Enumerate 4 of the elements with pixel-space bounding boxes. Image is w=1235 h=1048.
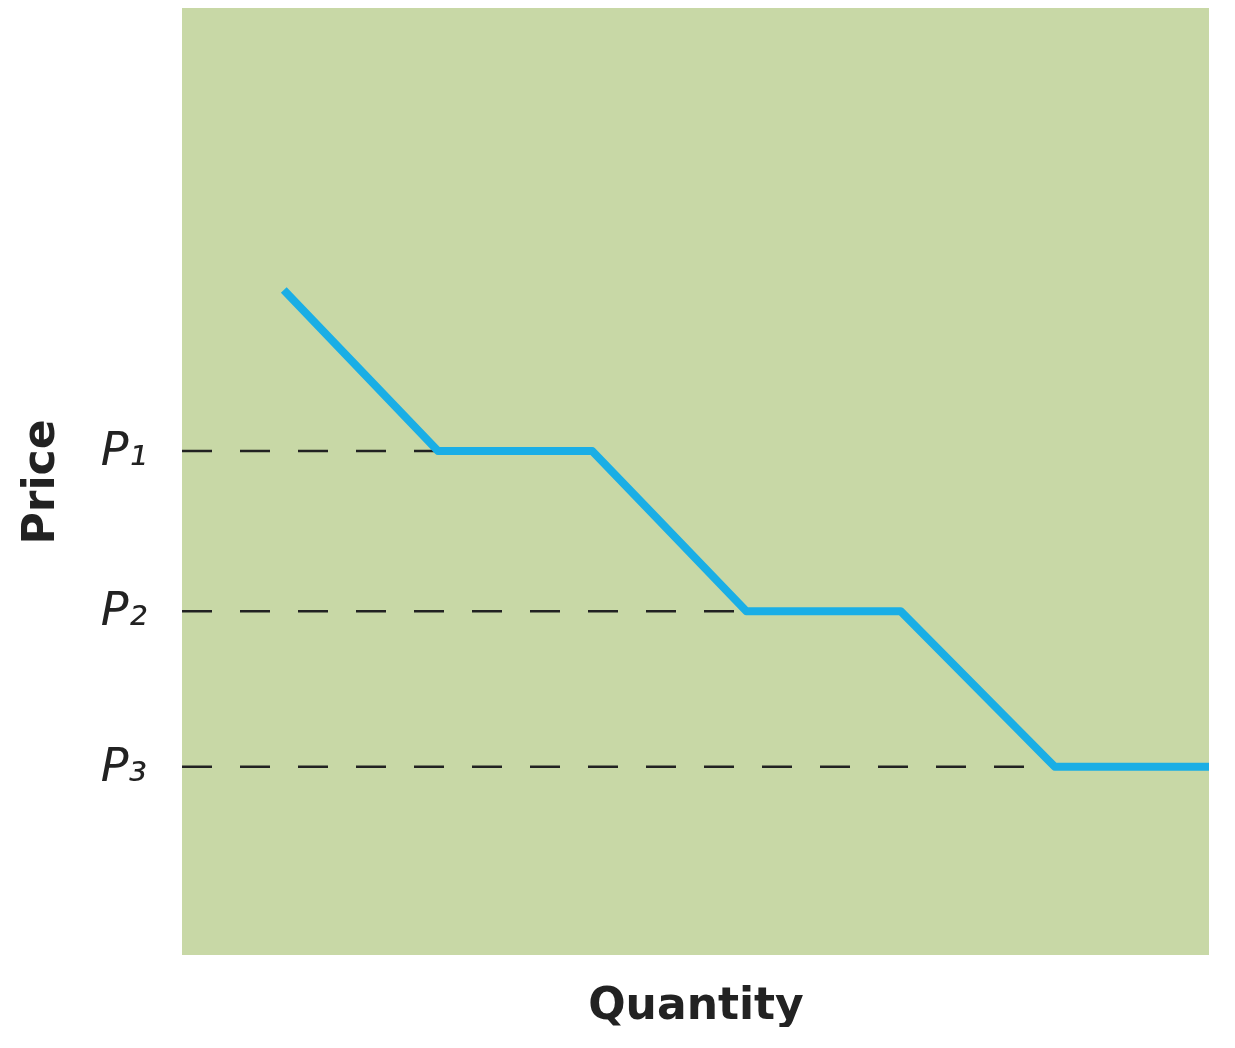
y-axis-title: Price: [12, 419, 64, 545]
ref-line-label: P₁: [100, 421, 147, 476]
ref-line-label: P₃: [100, 737, 147, 792]
ref-line-label: P₂: [100, 582, 147, 637]
